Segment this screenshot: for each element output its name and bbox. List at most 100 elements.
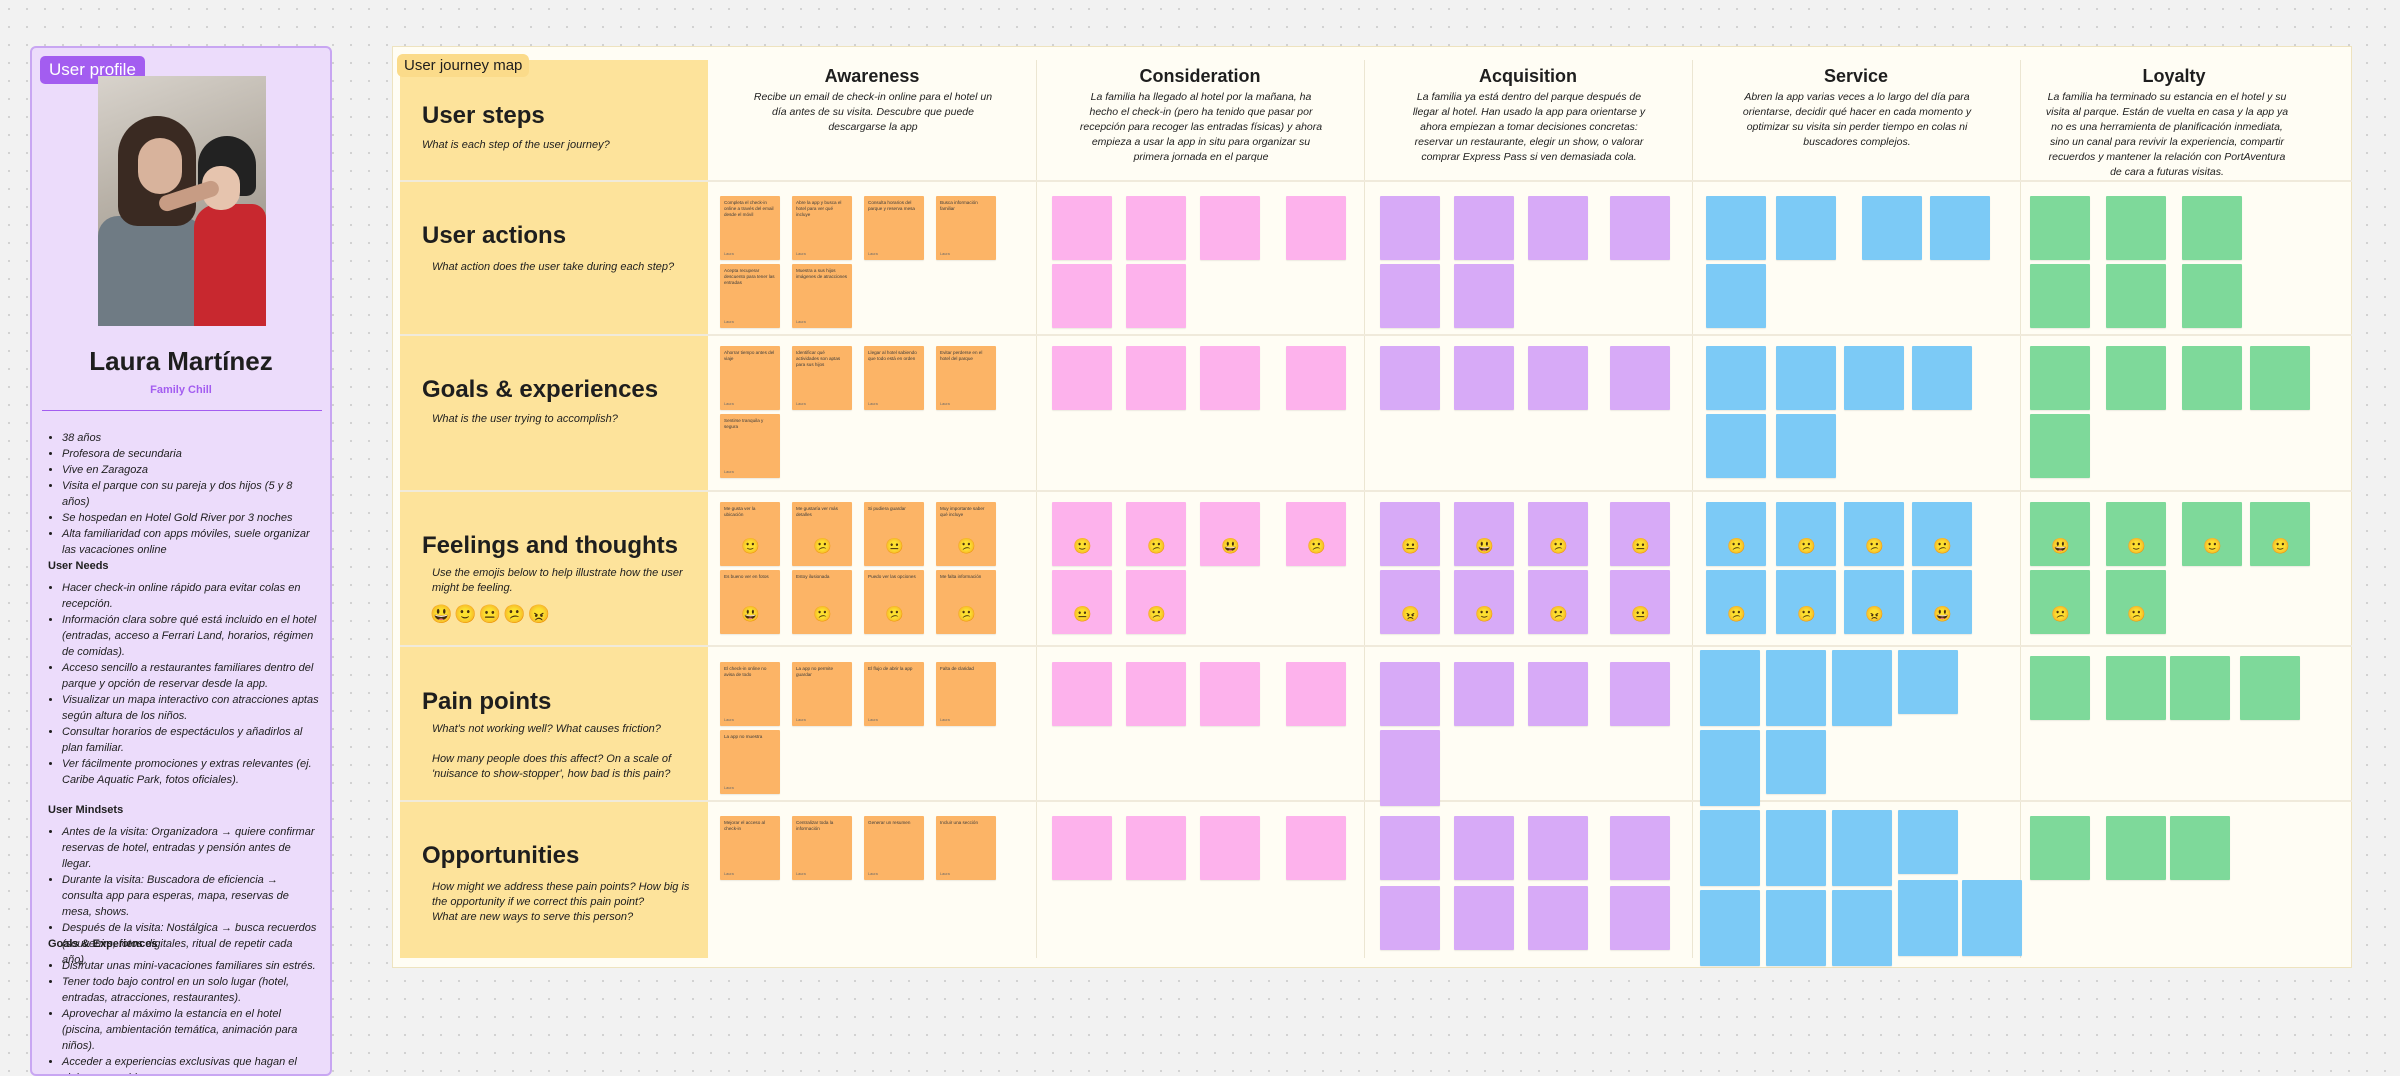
- sticky-note[interactable]: [1454, 196, 1514, 260]
- sticky-note[interactable]: [1052, 264, 1112, 328]
- sticky-note[interactable]: Evitar perderse en el hotel del parque La…: [936, 346, 996, 410]
- sticky-note[interactable]: [2106, 816, 2166, 880]
- sticky-note[interactable]: [1380, 730, 1440, 806]
- sticky-note[interactable]: [1610, 196, 1670, 260]
- sticky-note[interactable]: [1126, 662, 1186, 726]
- sticky-note[interactable]: El check-in online no avisa de todo Laura: [720, 662, 780, 726]
- sticky-note[interactable]: [2106, 346, 2166, 410]
- sticky-note[interactable]: [2030, 816, 2090, 880]
- sticky-note[interactable]: Ahorrar tiempo antes del viaje Laura: [720, 346, 780, 410]
- sticky-note[interactable]: [1454, 816, 1514, 880]
- sticky-note[interactable]: [2030, 264, 2090, 328]
- sticky-note[interactable]: [1052, 816, 1112, 880]
- sticky-note[interactable]: Si pudiera guardar 😐: [864, 502, 924, 566]
- sticky-note[interactable]: [1286, 816, 1346, 880]
- sticky-note[interactable]: 😃: [1912, 570, 1972, 634]
- sticky-note[interactable]: [1380, 816, 1440, 880]
- sticky-note[interactable]: [1528, 662, 1588, 726]
- sticky-note[interactable]: 🙂: [2106, 502, 2166, 566]
- sticky-note[interactable]: [1380, 886, 1440, 950]
- sticky-note[interactable]: [1844, 346, 1904, 410]
- sticky-note[interactable]: [1776, 346, 1836, 410]
- sticky-note[interactable]: 😕: [1126, 570, 1186, 634]
- sticky-note[interactable]: Puedo ver las opciones 😕: [864, 570, 924, 634]
- sticky-note[interactable]: Mejorar el acceso al check-in Laura: [720, 816, 780, 880]
- sticky-note[interactable]: [1610, 346, 1670, 410]
- sticky-note[interactable]: [1528, 196, 1588, 260]
- sticky-note[interactable]: 😕: [2106, 570, 2166, 634]
- sticky-note[interactable]: 😕: [2030, 570, 2090, 634]
- sticky-note[interactable]: La app no muestra Laura: [720, 730, 780, 794]
- sticky-note[interactable]: Es bueno ver en fotos 😃: [720, 570, 780, 634]
- sticky-note[interactable]: 😠: [1380, 570, 1440, 634]
- sticky-note[interactable]: [2170, 656, 2230, 720]
- sticky-note[interactable]: Generar un resumen Laura: [864, 816, 924, 880]
- sticky-note[interactable]: 😕: [1528, 570, 1588, 634]
- sticky-note[interactable]: 😃: [1454, 502, 1514, 566]
- sticky-note[interactable]: Consulta horarios del parque y reserva m…: [864, 196, 924, 260]
- sticky-note[interactable]: [1380, 196, 1440, 260]
- sticky-note[interactable]: 🙂: [2182, 502, 2242, 566]
- sticky-note[interactable]: 😕: [1528, 502, 1588, 566]
- sticky-note[interactable]: Acepta recuperar descuento para tener la…: [720, 264, 780, 328]
- sticky-note[interactable]: [1200, 662, 1260, 726]
- sticky-note[interactable]: 🙂: [2250, 502, 2310, 566]
- sticky-note[interactable]: 😕: [1706, 570, 1766, 634]
- sticky-note[interactable]: La app no permite guardar Laura: [792, 662, 852, 726]
- sticky-note[interactable]: [1610, 886, 1670, 950]
- sticky-note[interactable]: [2250, 346, 2310, 410]
- sticky-note[interactable]: [1380, 264, 1440, 328]
- sticky-note[interactable]: Me gusta ver la ubicación 🙂: [720, 502, 780, 566]
- sticky-note[interactable]: Falta de claridad Laura: [936, 662, 996, 726]
- sticky-note[interactable]: Muy importante saber qué incluye 😕: [936, 502, 996, 566]
- sticky-note[interactable]: 😃: [1200, 502, 1260, 566]
- sticky-note[interactable]: [1052, 662, 1112, 726]
- sticky-note[interactable]: [1862, 196, 1922, 260]
- sticky-note[interactable]: Identificar qué actividades son aptas pa…: [792, 346, 852, 410]
- sticky-note[interactable]: [1380, 662, 1440, 726]
- sticky-note[interactable]: Abre la app y busca el hotel para ver qu…: [792, 196, 852, 260]
- sticky-note[interactable]: Estoy ilusionada 😕: [792, 570, 852, 634]
- sticky-note[interactable]: Completa el check-in online a través del…: [720, 196, 780, 260]
- sticky-note[interactable]: [1126, 196, 1186, 260]
- sticky-note[interactable]: Muestra a sus hijos imágenes de atraccio…: [792, 264, 852, 328]
- sticky-note[interactable]: 🙂: [1052, 502, 1112, 566]
- sticky-note[interactable]: 😐: [1380, 502, 1440, 566]
- sticky-note[interactable]: [2106, 264, 2166, 328]
- sticky-note[interactable]: [1912, 346, 1972, 410]
- sticky-note[interactable]: [2240, 656, 2300, 720]
- sticky-note[interactable]: 😕: [1706, 502, 1766, 566]
- sticky-note[interactable]: [2106, 656, 2166, 720]
- sticky-note[interactable]: [1776, 196, 1836, 260]
- sticky-note[interactable]: [1832, 890, 1892, 966]
- sticky-note[interactable]: [1528, 816, 1588, 880]
- sticky-note[interactable]: [1706, 346, 1766, 410]
- sticky-note[interactable]: 😕: [1126, 502, 1186, 566]
- sticky-note[interactable]: [1528, 886, 1588, 950]
- sticky-note[interactable]: [1700, 650, 1760, 726]
- sticky-note[interactable]: [1528, 346, 1588, 410]
- sticky-note[interactable]: [1898, 880, 1958, 956]
- sticky-note[interactable]: [1052, 196, 1112, 260]
- sticky-note[interactable]: [2030, 196, 2090, 260]
- sticky-note[interactable]: [1766, 810, 1826, 886]
- sticky-note[interactable]: [1286, 196, 1346, 260]
- sticky-note[interactable]: [2182, 346, 2242, 410]
- sticky-note[interactable]: [1454, 346, 1514, 410]
- sticky-note[interactable]: [1706, 264, 1766, 328]
- sticky-note[interactable]: 😕: [1844, 502, 1904, 566]
- sticky-note[interactable]: [1454, 264, 1514, 328]
- sticky-note[interactable]: [1454, 662, 1514, 726]
- sticky-note[interactable]: [1286, 346, 1346, 410]
- sticky-note[interactable]: [1126, 346, 1186, 410]
- sticky-note[interactable]: El flujo de abrir la app Laura: [864, 662, 924, 726]
- sticky-note[interactable]: 😐: [1052, 570, 1112, 634]
- sticky-note[interactable]: [1700, 890, 1760, 966]
- sticky-note[interactable]: 😠: [1844, 570, 1904, 634]
- sticky-note[interactable]: [1962, 880, 2022, 956]
- sticky-note[interactable]: 🙂: [1454, 570, 1514, 634]
- sticky-note[interactable]: [2030, 656, 2090, 720]
- sticky-note[interactable]: [1052, 346, 1112, 410]
- sticky-note[interactable]: 😕: [1286, 502, 1346, 566]
- sticky-note[interactable]: [2170, 816, 2230, 880]
